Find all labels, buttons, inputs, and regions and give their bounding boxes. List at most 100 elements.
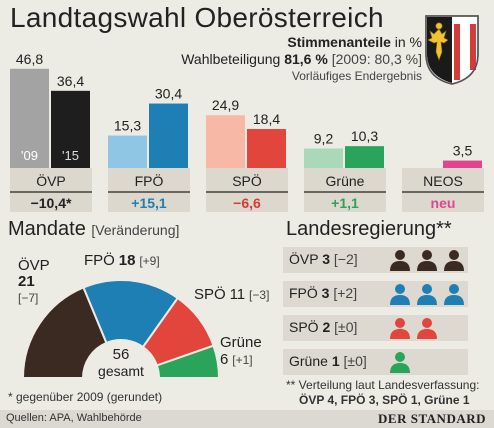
seat-total-value: 56	[112, 346, 130, 363]
seat-count-oevp: 21	[18, 273, 35, 290]
sources-text: Quellen: APA, Wahlbehörde	[6, 412, 142, 424]
bar-value-label: 30,4	[155, 86, 182, 102]
seat-total-label: gesamt	[98, 363, 144, 379]
seat-change-oevp: [−7]	[18, 291, 39, 305]
government-party: FPÖ	[289, 285, 318, 301]
government-change: [+2]	[333, 285, 358, 301]
person-icon	[390, 352, 410, 373]
bar-value-label: 3,5	[453, 143, 473, 159]
government-row-text: ÖVP 3 [−2]	[289, 251, 358, 267]
person-icon	[417, 284, 437, 305]
government-change: [−2]	[333, 251, 358, 267]
category-label: NEOS	[423, 173, 463, 189]
change-label: −6,6	[233, 195, 261, 211]
seat-party-spoe: SPÖ	[194, 286, 226, 303]
government-party: Grüne	[289, 353, 328, 369]
bar-value-label: 18,4	[253, 111, 280, 127]
seat-label-fpoe: FPÖ 18 [+9]	[84, 252, 160, 269]
government-title: Landesregierung**	[286, 218, 452, 240]
government-row: Grüne 1 [±0]	[283, 349, 468, 375]
bar-group-bg-4	[402, 168, 484, 212]
government-row: FPÖ 3 [+2]	[283, 281, 468, 307]
seat-party-fpoe: FPÖ	[84, 252, 115, 269]
government-seats: 2	[322, 319, 331, 335]
seat-change-fpoe: [+9]	[139, 254, 160, 268]
category-label: ÖVP	[36, 172, 66, 189]
government-change: [±0]	[334, 319, 358, 335]
bar-group-bg-3	[304, 168, 386, 212]
person-icon	[390, 318, 410, 339]
chart-subheader: Stimmenanteile in % Wahlbeteiligung 81,6…	[181, 34, 422, 85]
turnout-prev: [2009: 80,3 %]	[331, 51, 422, 67]
star-footnote: * gegenüber 2009 (gerundet)	[8, 390, 163, 404]
bar-value-label: 46,8	[16, 51, 43, 67]
upper-austria-crest-icon	[425, 15, 479, 85]
change-label: +15,1	[131, 195, 167, 211]
government-seats: 1	[331, 353, 340, 369]
government-row: SPÖ 2 [±0]	[283, 315, 468, 341]
page-title: Landtagswahl Oberösterreich	[10, 2, 384, 33]
seat-count-spoe: 11	[229, 286, 246, 303]
vote-share-unit: in %	[394, 34, 422, 50]
person-icon	[444, 284, 464, 305]
government-row-text: FPÖ 3 [+2]	[289, 285, 357, 301]
government-footnote-1: ** Verteilung laut Landesverfassung:	[286, 378, 480, 392]
bar	[304, 148, 343, 168]
bar	[345, 146, 384, 168]
category-label: FPÖ	[135, 172, 164, 189]
turnout-line: Wahlbeteiligung 81,6 % [2009: 80,3 %]	[181, 51, 422, 68]
government-seats: 3	[322, 251, 330, 267]
category-label: SPÖ	[232, 172, 262, 189]
seats-semicircle-chart	[21, 279, 221, 379]
change-label: −10,4*	[31, 195, 72, 211]
bar-value-label: 24,9	[212, 97, 239, 113]
bar	[443, 160, 482, 168]
bar-value-label: 15,3	[114, 118, 141, 134]
government-row-text: Grüne 1 [±0]	[289, 353, 367, 369]
government-change: [±0]	[343, 353, 367, 369]
seats-title: Mandate [Veränderung]	[8, 218, 179, 241]
vote-share-bar-chart: ÖVP −10,4* 46,8 '09 36,4 '15 FPÖ +15,1 15,3 30,4 S…	[10, 51, 484, 212]
seats-title-main: Mandate	[8, 218, 86, 240]
bar-group-bg-0	[10, 168, 92, 212]
bar-year-label: '09	[21, 148, 38, 163]
bar	[108, 135, 147, 168]
seat-slice	[21, 286, 108, 379]
turnout-label: Wahlbeteiligung	[181, 51, 281, 67]
change-label: +1,1	[331, 195, 359, 211]
seat-label-spoe: SPÖ 11 [−3]	[194, 286, 269, 303]
seat-count-gruene: 6	[220, 351, 229, 368]
category-label: Grüne	[326, 173, 365, 189]
bar-value-label: 10,3	[351, 128, 378, 144]
seat-label-oevp: ÖVP 21 [−7]	[18, 258, 50, 306]
government-footnote: ** Verteilung laut Landesverfassung: ÖVP…	[286, 378, 479, 408]
person-icon	[417, 250, 437, 271]
bar-group-bg-1	[108, 168, 190, 212]
government-party: ÖVP	[289, 251, 319, 267]
result-status: Vorläufiges Endergebnis	[291, 69, 422, 83]
person-icon	[390, 284, 410, 305]
seat-party-oevp: ÖVP	[18, 257, 50, 274]
bar	[149, 103, 188, 168]
change-label: neu	[431, 195, 456, 211]
vote-share-heading: Stimmenanteile in %	[181, 34, 422, 51]
seat-total: 56 gesamt	[88, 346, 154, 380]
bar	[51, 90, 90, 168]
seat-slice	[155, 344, 221, 379]
sources-bar: Quellen: APA, Wahlbehörde DER STANDARD	[0, 410, 494, 428]
turnout-value: 81,6 %	[284, 51, 328, 67]
bar	[206, 115, 245, 168]
seat-change-gruene: [+1]	[232, 353, 253, 367]
bar-value-label: 9,2	[314, 130, 334, 146]
der-standard-logo: DER STANDARD	[378, 411, 486, 426]
seats-title-sub: [Veränderung]	[91, 222, 180, 238]
bar-group-bg-2	[206, 168, 288, 212]
government-row-text: SPÖ 2 [±0]	[289, 319, 357, 335]
bar	[10, 68, 49, 168]
government-row: ÖVP 3 [−2]	[283, 247, 468, 273]
seat-label-gruene: Grüne 6 [+1]	[220, 334, 262, 369]
seat-count-fpoe: 18	[118, 252, 136, 269]
bar-value-label: 36,4	[57, 73, 84, 89]
person-icon	[390, 250, 410, 271]
person-icon	[417, 318, 437, 339]
